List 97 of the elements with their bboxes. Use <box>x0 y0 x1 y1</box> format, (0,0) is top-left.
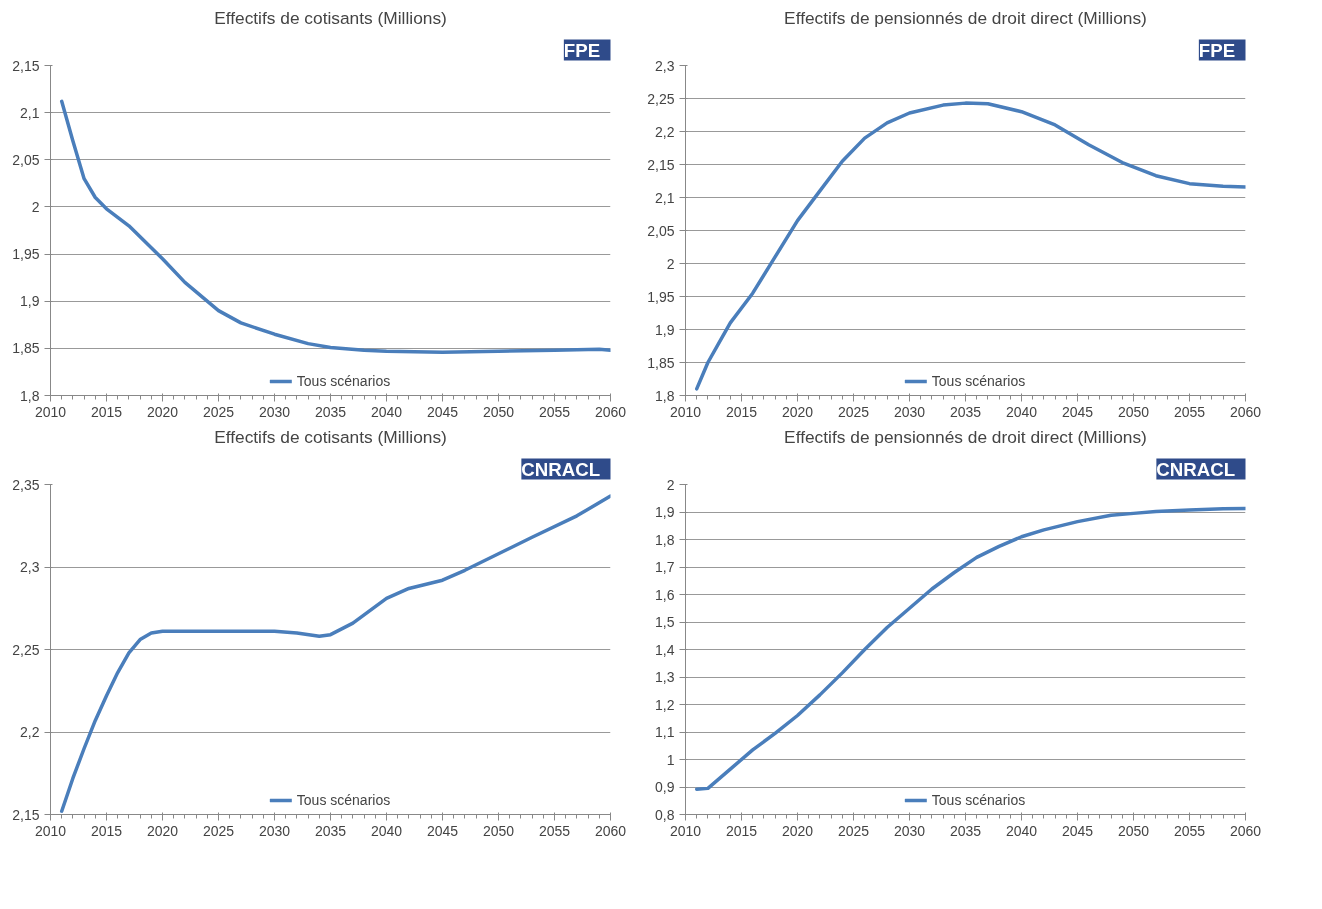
x-tick-label: 2015 <box>90 403 123 420</box>
x-tick-label: 2035 <box>314 403 347 420</box>
text: FPE <box>563 39 601 61</box>
y-tick-label: 1,5 <box>655 614 675 630</box>
x-tick-label: 2055 <box>538 403 571 420</box>
x-tick-label: 2060 <box>594 403 627 420</box>
y-tick-label: 1,2 <box>655 696 675 713</box>
y-tick-label: 1,95 <box>12 246 40 263</box>
x-tick-label: 2025 <box>202 403 235 420</box>
x-tick-label: 2030 <box>258 403 291 420</box>
x-tick-label: 2010 <box>669 403 702 420</box>
x-tick-label: 2060 <box>594 822 627 839</box>
y-tick-label: 1,9 <box>655 504 675 520</box>
text: CNRACL <box>521 458 601 480</box>
x-tick-label: 2045 <box>1061 822 1094 839</box>
x-tick-label: 2055 <box>538 822 571 839</box>
line-series <box>59 494 611 813</box>
y-tick-label: 2 <box>666 476 675 493</box>
x-tick-label: 2035 <box>949 403 982 420</box>
y-tick-label: 2,35 <box>12 476 40 493</box>
chart-title: Effectifs de cotisants (Millions) <box>214 426 447 447</box>
y-tick-label: 1,85 <box>12 340 40 357</box>
x-tick-label: 2045 <box>1061 403 1094 420</box>
y-tick-label: 1,8 <box>655 531 675 548</box>
x-tick-label: 2020 <box>781 403 814 420</box>
y-tick-label: 2,25 <box>12 641 40 658</box>
x-tick-label: 2010 <box>34 822 67 839</box>
x-tick-label: 2035 <box>949 822 982 839</box>
x-tick-label: 2040 <box>1005 403 1038 420</box>
x-tick-label: 2045 <box>426 403 459 420</box>
x-tick-label: 2050 <box>482 403 515 420</box>
text: CNRACL <box>1156 458 1236 480</box>
y-tick-label: 2,2 <box>655 123 675 140</box>
x-tick-label: 2010 <box>669 822 702 839</box>
x-tick-label: 2020 <box>146 822 179 839</box>
line-series <box>694 506 1246 791</box>
chart-title: Effectifs de pensionnés de droit direct (Millions) <box>784 426 1147 447</box>
y-tick-label: 2,05 <box>647 222 675 239</box>
y-tick-label: 2,25 <box>647 90 675 107</box>
text: FPE <box>1198 39 1236 61</box>
y-tick-label: 0,8 <box>655 806 675 823</box>
x-tick-label: 2025 <box>837 822 870 839</box>
line-series <box>694 101 1246 391</box>
y-tick-label: 1,8 <box>655 387 675 404</box>
x-tick-label: 2055 <box>1173 822 1206 839</box>
y-tick-label: 1,9 <box>655 321 675 338</box>
x-tick-label: 2050 <box>482 822 515 839</box>
y-tick-label: 1,4 <box>655 641 675 658</box>
legend-label: Tous scénarios <box>296 792 391 808</box>
x-tick-label: 2030 <box>893 403 926 420</box>
legend-label: Tous scénarios <box>931 373 1026 389</box>
y-tick-label: 2,1 <box>20 104 40 121</box>
y-tick-label: 1,7 <box>655 559 675 575</box>
y-tick-label: 1,9 <box>20 293 40 310</box>
y-tick-label: 1 <box>666 751 675 768</box>
x-tick-label: 2030 <box>893 822 926 839</box>
y-tick-label: 2 <box>666 255 675 272</box>
y-tick-label: 1,8 <box>20 387 40 404</box>
legend-label: Tous scénarios <box>931 792 1026 808</box>
chart-title: Effectifs de cotisants (Millions) <box>214 7 447 28</box>
y-tick-label: 1,1 <box>655 724 675 740</box>
x-tick-label: 2025 <box>837 403 870 420</box>
legend-label: Tous scénarios <box>296 373 391 389</box>
chart-title: Effectifs de pensionnés de droit direct (Millions) <box>784 7 1147 28</box>
x-tick-label: 2015 <box>90 822 123 839</box>
x-tick-label: 2035 <box>314 822 347 839</box>
y-tick-label: 1,85 <box>647 354 675 371</box>
x-tick-label: 2055 <box>1173 403 1206 420</box>
y-tick-label: 1,3 <box>655 669 675 685</box>
x-tick-label: 2020 <box>781 822 814 839</box>
x-tick-label: 2025 <box>202 822 235 839</box>
x-tick-label: 2040 <box>1005 822 1038 839</box>
y-tick-label: 2 <box>31 198 40 215</box>
x-tick-label: 2010 <box>34 403 67 420</box>
x-tick-label: 2050 <box>1117 822 1150 839</box>
x-tick-label: 2050 <box>1117 403 1150 420</box>
y-tick-label: 2,3 <box>655 57 675 74</box>
y-tick-label: 2,3 <box>20 559 40 575</box>
y-tick-label: 1,6 <box>655 586 675 603</box>
x-tick-label: 2045 <box>426 822 459 839</box>
y-tick-label: 2,2 <box>20 724 40 740</box>
y-tick-label: 0,9 <box>655 779 675 795</box>
y-tick-label: 2,15 <box>12 806 40 823</box>
y-tick-label: 2,05 <box>12 151 40 168</box>
line-series <box>59 99 611 354</box>
x-tick-label: 2060 <box>1229 822 1262 839</box>
x-tick-label: 2040 <box>370 822 403 839</box>
x-tick-label: 2015 <box>725 403 758 420</box>
y-tick-label: 2,15 <box>647 156 675 173</box>
y-tick-label: 2,15 <box>12 57 40 74</box>
x-tick-label: 2040 <box>370 403 403 420</box>
x-tick-label: 2020 <box>146 403 179 420</box>
y-tick-label: 2,1 <box>655 189 675 206</box>
x-tick-label: 2060 <box>1229 403 1262 420</box>
y-tick-label: 1,95 <box>647 288 675 305</box>
x-tick-label: 2015 <box>725 822 758 839</box>
x-tick-label: 2030 <box>258 822 291 839</box>
